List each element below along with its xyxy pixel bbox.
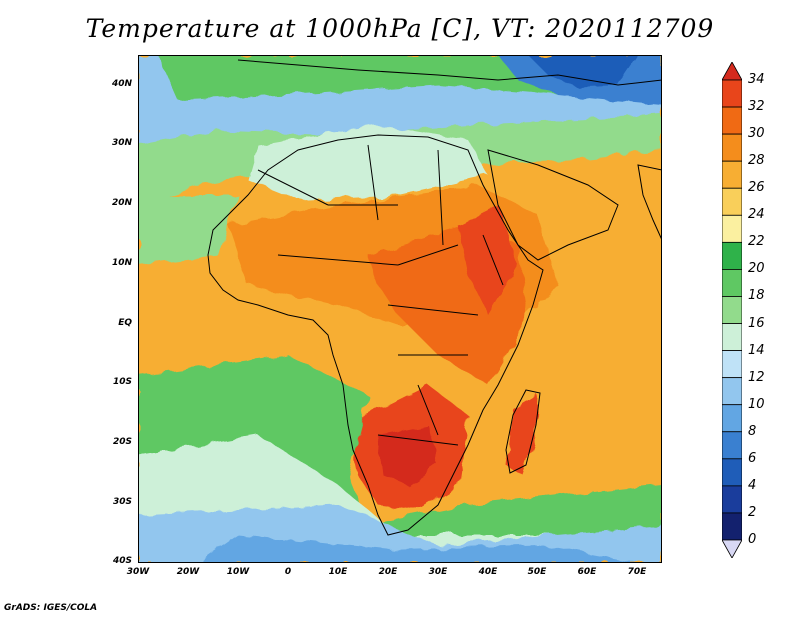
colorbar-label: 2 bbox=[748, 504, 757, 520]
colorbar-label: 32 bbox=[748, 99, 765, 115]
europe-coastline bbox=[237, 59, 662, 86]
kalahari-hottest bbox=[378, 425, 438, 485]
colorbar-segment bbox=[722, 241, 742, 270]
colorbar-label: 0 bbox=[748, 532, 757, 547]
colorbar-segment bbox=[722, 269, 742, 297]
lat-label-eq: EQ bbox=[118, 318, 132, 328]
lat-label-30n: 30N bbox=[111, 138, 132, 148]
colorbar-label: 22 bbox=[748, 234, 765, 250]
lat-label-20n: 20N bbox=[111, 198, 132, 208]
lon-label-30e: 30E bbox=[428, 567, 448, 577]
colorbar-label: 14 bbox=[748, 342, 765, 358]
colorbar-segment bbox=[722, 323, 742, 351]
colorbar-segment bbox=[722, 214, 742, 243]
lat-label-10s: 10S bbox=[112, 377, 132, 387]
map-title: Temperature at 1000hPa [C], VT: 20201127… bbox=[85, 14, 715, 43]
lon-label-60e: 60E bbox=[577, 567, 597, 577]
colorbar-label: 26 bbox=[748, 180, 765, 196]
southern-ocean-deep bbox=[198, 535, 638, 563]
border-lines bbox=[257, 144, 504, 446]
colorbar-segment bbox=[722, 350, 742, 379]
lat-label-30s: 30S bbox=[112, 497, 132, 507]
colorbar-label: 34 bbox=[748, 72, 765, 87]
africa-coastline bbox=[207, 134, 544, 536]
lon-label-20e: 20E bbox=[378, 567, 398, 577]
lat-label-10n: 10N bbox=[111, 258, 132, 268]
colorbar-segment bbox=[722, 377, 742, 406]
east-hot bbox=[458, 205, 518, 315]
colorbar bbox=[722, 62, 742, 558]
lon-label-30w: 30W bbox=[126, 567, 150, 577]
colorbar-segment bbox=[722, 133, 742, 162]
lon-label-20w: 20W bbox=[176, 567, 200, 577]
west-atlantic bbox=[138, 195, 238, 265]
india-coastline bbox=[637, 164, 662, 241]
colorbar-segment bbox=[722, 404, 742, 433]
colorbar-label: 30 bbox=[748, 126, 765, 142]
colorbar-label: 12 bbox=[748, 369, 765, 385]
colorbar-segment bbox=[722, 512, 742, 541]
madagascar-coastline bbox=[505, 389, 541, 474]
sahara-cool bbox=[248, 125, 488, 200]
colorbar-label: 4 bbox=[748, 477, 757, 493]
colorbar-segment bbox=[722, 296, 742, 324]
lat-label-40s: 40S bbox=[112, 556, 132, 566]
colorbar-segment bbox=[722, 160, 742, 189]
colorbar-label: 8 bbox=[748, 423, 757, 439]
colorbar-label: 10 bbox=[748, 396, 765, 412]
arabia-coastline bbox=[487, 149, 619, 261]
temperature-map bbox=[138, 55, 662, 563]
colorbar-label: 20 bbox=[748, 261, 765, 277]
colorbar-label: 16 bbox=[748, 315, 765, 331]
lon-label-50e: 50E bbox=[527, 567, 547, 577]
lon-label-10w: 10W bbox=[226, 567, 250, 577]
colorbar-segment bbox=[722, 187, 742, 216]
grads-credit: GrADS: IGES/COLA bbox=[4, 603, 98, 613]
lon-label-10e: 10E bbox=[328, 567, 348, 577]
colorbar-label: 28 bbox=[748, 153, 765, 169]
colorbar-segment bbox=[722, 485, 742, 514]
colorbar-label: 6 bbox=[748, 450, 757, 466]
colorbar-top-triangle bbox=[722, 62, 742, 81]
lon-label-0: 0 bbox=[284, 567, 292, 577]
colorbar-label: 18 bbox=[748, 288, 765, 304]
colorbar-segment bbox=[722, 458, 742, 487]
lon-label-40e: 40E bbox=[478, 567, 498, 577]
europe-very-cold bbox=[528, 55, 638, 87]
lat-label-40n: 40N bbox=[111, 79, 132, 89]
colorbar-bottom-triangle bbox=[722, 539, 742, 558]
colorbar-segment bbox=[722, 431, 742, 460]
colorbar-label: 24 bbox=[748, 207, 765, 223]
colorbar-segment bbox=[722, 79, 742, 108]
colorbar-segment bbox=[722, 106, 742, 135]
madagascar-warm bbox=[506, 395, 538, 475]
lat-label-20s: 20S bbox=[112, 437, 132, 447]
lon-label-70e: 70E bbox=[627, 567, 647, 577]
